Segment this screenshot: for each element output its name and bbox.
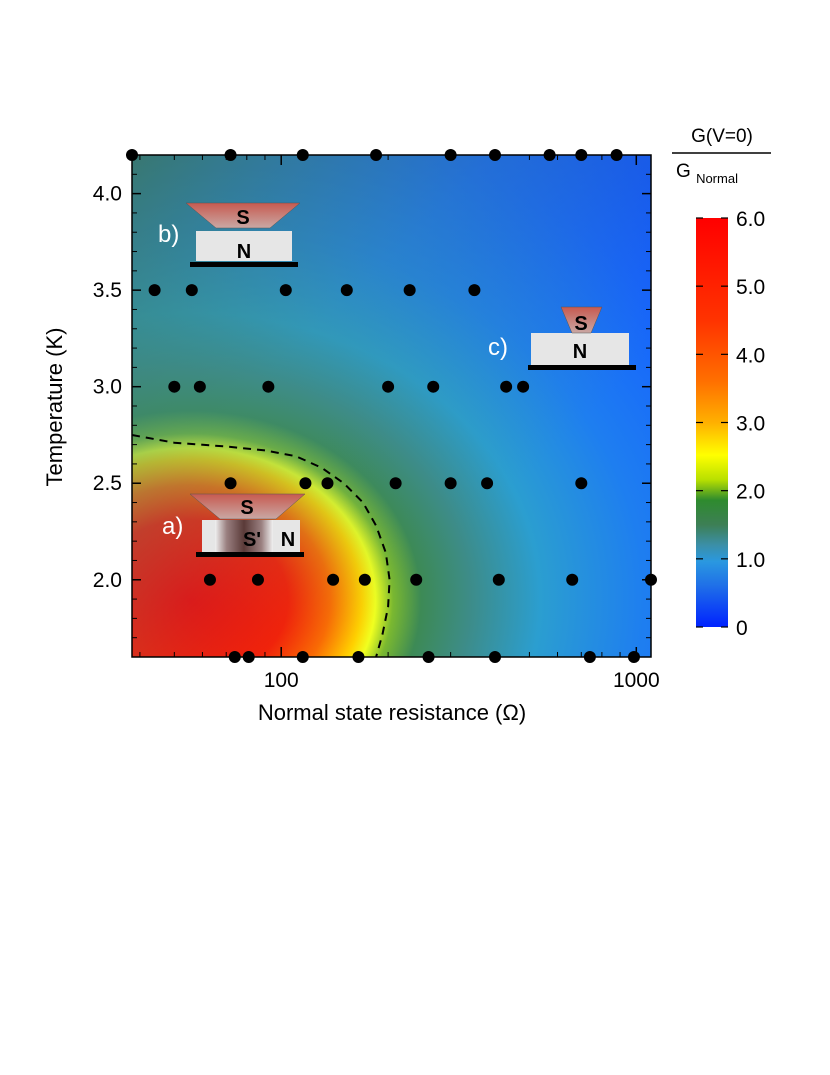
y-axis-label: Temperature (K) [42, 328, 67, 487]
data-point [168, 380, 181, 393]
data-point [296, 651, 309, 663]
colorbar-tick-label: 3.0 [736, 413, 765, 436]
inset-c: S N c) [488, 306, 636, 370]
data-point [224, 149, 237, 161]
inset-a-label: a) [162, 513, 183, 540]
data-point [327, 573, 340, 586]
y-tick-label: 3.0 [93, 376, 122, 399]
inset-a-substrate [196, 552, 304, 557]
dashed-contour-line [131, 434, 391, 658]
data-point [321, 477, 334, 490]
data-point [481, 477, 494, 490]
data-point [444, 477, 457, 490]
inset-b-n-label: N [237, 241, 251, 263]
data-point [444, 149, 457, 161]
colorbar-ticks: 0 1.0 2.0 3.0 4.0 5.0 6.0 [696, 208, 765, 640]
colorbar-title-denominator-sub: Normal [696, 171, 738, 186]
colorbar-tick-label: 6.0 [736, 208, 765, 231]
data-point [500, 380, 513, 393]
axes: 2.0 2.5 3.0 3.5 4.0 100 1000 [93, 154, 660, 692]
data-point [492, 573, 505, 586]
y-tick-label: 3.5 [93, 279, 122, 302]
inset-c-substrate [528, 365, 636, 370]
data-point [299, 477, 312, 490]
colorbar-tick-label: 1.0 [736, 549, 765, 572]
data-point [468, 284, 481, 297]
inset-b-n-layer [196, 231, 292, 261]
data-point [403, 284, 416, 297]
inset-a-s-layer [189, 493, 306, 520]
inset-b-substrate [190, 262, 298, 267]
inset-c-s-layer [560, 306, 603, 334]
colorbar-tick-label: 2.0 [736, 481, 765, 504]
colorbar-tick-label: 5.0 [736, 276, 765, 299]
data-point [370, 149, 383, 161]
inset-b: S N b) [158, 202, 301, 267]
y-tick-label: 2.5 [93, 472, 122, 495]
x-tick-label: 1000 [613, 669, 660, 692]
data-point [358, 573, 371, 586]
data-point [126, 149, 138, 161]
data-point [251, 573, 264, 586]
data-point [340, 284, 353, 297]
data-point [575, 149, 588, 161]
data-point [242, 651, 255, 663]
data-point [382, 380, 395, 393]
colorbar-title-numerator: G(V=0) [691, 126, 753, 147]
data-point [575, 477, 588, 490]
data-point [203, 573, 216, 586]
y-tick-label: 4.0 [93, 183, 122, 206]
inset-b-s-layer [185, 202, 301, 229]
data-points [126, 149, 657, 663]
inset-a-s-label: S [240, 497, 253, 519]
data-point [427, 380, 440, 393]
colorbar-title-denominator: G Normal [676, 161, 738, 186]
data-point [517, 380, 530, 393]
colorbar-tick-label: 0 [736, 617, 748, 640]
inset-c-s-label: S [574, 313, 587, 335]
inset-a: S S' N a) [162, 493, 306, 557]
data-point [224, 477, 237, 490]
data-point [566, 573, 579, 586]
data-point [488, 149, 501, 161]
data-point [228, 651, 241, 663]
y-tick-label: 2.0 [93, 569, 122, 592]
inset-a-sprime-label: S' [243, 529, 261, 551]
data-point [389, 477, 402, 490]
data-point [645, 573, 657, 586]
inset-a-sprime-layer [215, 520, 273, 552]
data-point [543, 149, 556, 161]
data-point [148, 284, 161, 297]
colorbar-tick-label: 4.0 [736, 344, 765, 367]
data-point [583, 651, 596, 663]
data-point [279, 284, 292, 297]
data-point [185, 284, 198, 297]
data-point [610, 149, 623, 161]
data-point [410, 573, 423, 586]
colorbar-title-denominator-main: G [676, 161, 691, 182]
data-point [627, 651, 640, 663]
inset-a-n-label: N [281, 529, 295, 551]
data-point [488, 651, 501, 663]
data-point [422, 651, 435, 663]
x-tick-label: 100 [264, 669, 299, 692]
data-point [296, 149, 309, 161]
inset-c-n-label: N [573, 341, 587, 363]
x-axis-label: Normal state resistance (Ω) [258, 700, 526, 725]
colorbar: G(V=0) G Normal 0 1.0 2.0 3.0 4.0 5.0 6.0 [672, 126, 771, 640]
inset-b-s-label: S [236, 207, 249, 229]
inset-c-label: c) [488, 334, 508, 361]
data-point [193, 380, 206, 393]
inset-b-label: b) [158, 221, 179, 248]
data-point [352, 651, 365, 663]
data-point [262, 380, 275, 393]
inset-c-n-layer [531, 333, 629, 365]
